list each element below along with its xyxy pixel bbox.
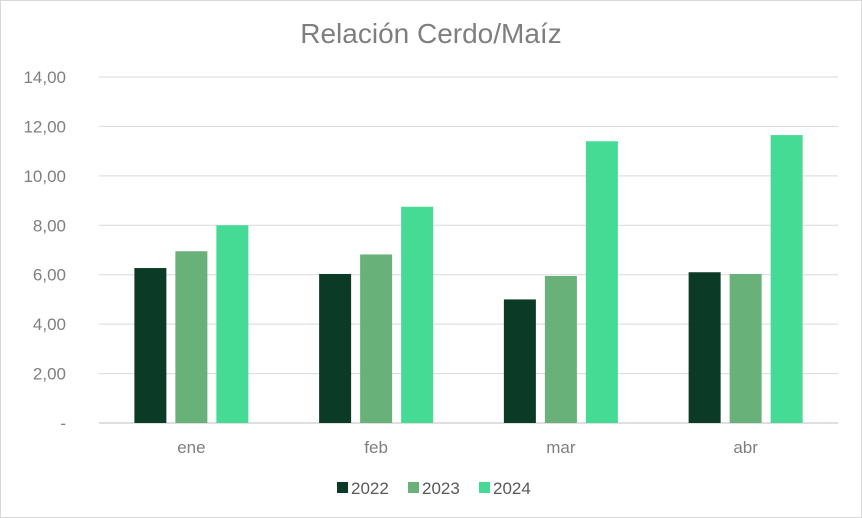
y-tick-label: 2,00 [33,365,66,384]
bar-2024-mar [585,141,618,423]
bar-2024-feb [401,206,434,423]
x-tick-label: abr [733,438,758,457]
chart-title: Relación Cerdo/Maíz [300,18,562,49]
x-tick-label: ene [177,438,205,457]
y-tick-label: 12,00 [23,117,66,136]
bar-2022-ene [134,268,167,423]
legend-swatch-2024 [479,482,490,493]
legend-label-2024: 2024 [493,479,531,498]
bar-2024-abr [770,135,803,424]
bar-2023-abr [729,273,762,423]
bar-2022-abr [688,272,721,423]
y-tick-label: 8,00 [33,216,66,235]
bar-2023-mar [544,275,577,423]
x-tick-label: feb [364,438,388,457]
legend-swatch-2022 [337,482,348,493]
legend-label-2023: 2023 [422,479,460,498]
bar-2023-ene [175,251,208,423]
bar-2023-feb [360,254,393,423]
y-tick-label: 14,00 [23,68,66,87]
y-tick-label: 10,00 [23,167,66,186]
y-tick-label: - [60,414,66,433]
legend-label-2022: 2022 [351,479,389,498]
legend-swatch-2023 [408,482,419,493]
bar-2022-mar [503,299,536,423]
bar-2022-feb [319,273,352,423]
x-tick-label: mar [546,438,576,457]
y-tick-label: 4,00 [33,315,66,334]
y-tick-label: 6,00 [33,266,66,285]
bar-2024-ene [216,225,249,423]
